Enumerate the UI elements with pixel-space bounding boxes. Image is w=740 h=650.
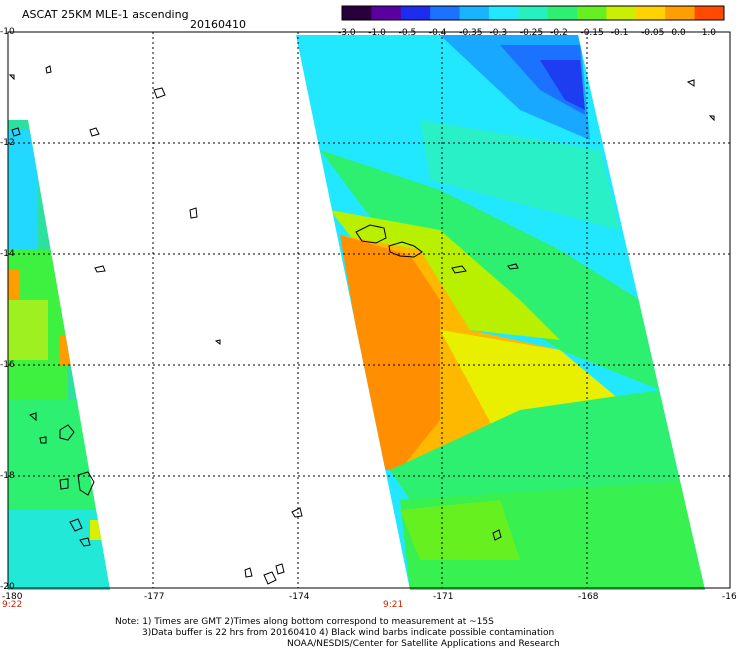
time-label: 9:22: [2, 600, 23, 610]
colorbar-label: -0.4: [428, 28, 447, 38]
lat-label: -14: [0, 249, 15, 259]
note-line-1: Note: 1) Times are GMT 2)Times along bot…: [115, 617, 494, 627]
note-line-2: 3)Data buffer is 22 hrs from 20160410 4)…: [142, 628, 555, 638]
colorbar-swatch: [547, 6, 578, 20]
colorbar-swatch: [577, 6, 607, 20]
colorbar-label: 0.0: [671, 28, 686, 38]
colorbar-label: -0.25: [519, 28, 544, 38]
colorbar-swatch: [518, 6, 549, 20]
colorbar-swatch: [371, 6, 402, 20]
colorbar-frame: [341, 5, 725, 21]
colorbar-label: -0.3: [489, 28, 508, 38]
map-title: ASCAT 25KM MLE-1 ascending: [22, 8, 189, 21]
colorbar-swatch: [665, 6, 696, 20]
colorbar-swatch: [342, 6, 372, 20]
note-line-3: NOAA/NESDIS/Center for Satellite Applica…: [287, 639, 560, 649]
lat-lon-grid: [8, 32, 730, 588]
colorbar-label: -0.15: [580, 28, 604, 38]
colorbar-label: -0.5: [398, 28, 417, 38]
colorbar: [341, 5, 725, 21]
lat-label: -10: [0, 27, 15, 37]
lat-label: -12: [0, 138, 15, 148]
right-swath: [296, 35, 705, 590]
map-date: 20160410: [190, 18, 246, 31]
lat-label: -20: [0, 582, 15, 592]
colorbar-label: -0.1: [610, 28, 629, 38]
lon-label: -174: [289, 592, 310, 602]
colorbar-swatch: [694, 6, 725, 20]
time-label: 9:21: [383, 600, 404, 610]
colorbar-swatch: [606, 6, 637, 20]
lon-label: -168: [578, 592, 599, 602]
plot-frame: [7, 31, 731, 589]
colorbar-swatch: [430, 6, 461, 20]
colorbar-swatch: [400, 6, 431, 20]
lon-label: -16: [722, 592, 737, 602]
lat-label: -16: [0, 360, 15, 370]
colorbar-label: -0.05: [641, 28, 665, 38]
lon-label: -171: [433, 592, 454, 602]
colorbar-label: -1.0: [368, 28, 386, 38]
lon-label: -177: [144, 592, 165, 602]
island-outlines: [8, 65, 715, 585]
colorbar-label: -0.35: [459, 28, 483, 38]
lon-label: -180: [2, 592, 23, 602]
colorbar-swatch: [459, 6, 490, 20]
colorbar-label: -0.2: [550, 28, 568, 38]
colorbar-label: -3.0: [338, 28, 356, 38]
lat-label: -18: [0, 471, 15, 481]
colorbar-label: 1.0: [701, 28, 717, 38]
left-swath: [8, 120, 110, 590]
colorbar-swatch: [488, 6, 519, 20]
colorbar-swatch: [635, 6, 666, 20]
